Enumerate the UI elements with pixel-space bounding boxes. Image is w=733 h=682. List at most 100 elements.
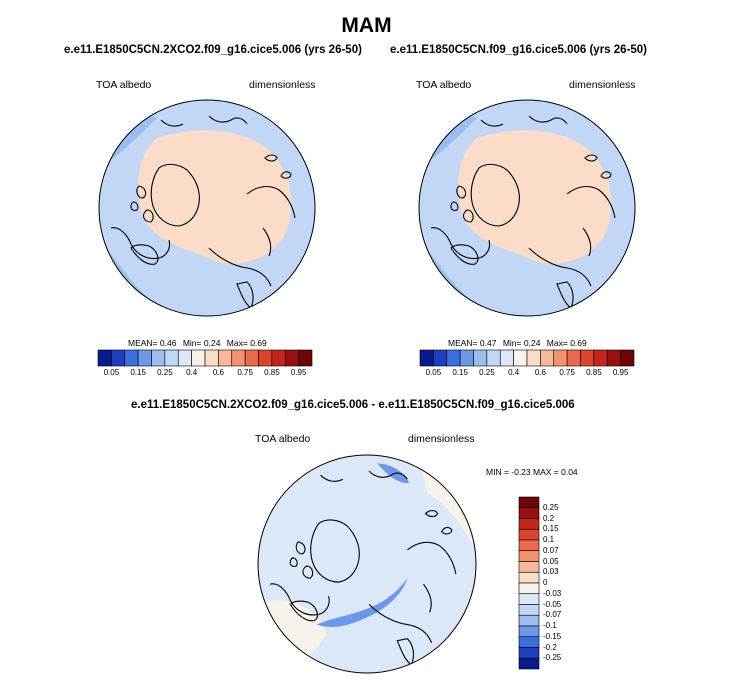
sea-ice-region: [458, 130, 612, 264]
coastline: [130, 201, 139, 211]
panel-1-min-value: 0.24: [203, 338, 221, 348]
coastline: [528, 115, 568, 125]
coastline: [584, 154, 598, 162]
colorbar-box: [518, 625, 540, 638]
colorbar-box: [218, 349, 233, 367]
colorbar-tick-label: -0.05: [543, 599, 562, 609]
coastline: [450, 244, 479, 265]
colorbar-box: [419, 349, 434, 367]
colorbar-tick-label: 0.07: [543, 545, 559, 555]
colorbar-box: [518, 657, 540, 670]
colorbar-box: [191, 349, 206, 367]
coastline: [528, 247, 592, 287]
coastline: [130, 244, 159, 265]
coastline: [246, 185, 296, 219]
colorbar-box: [137, 349, 152, 367]
colorbar-box: [486, 349, 501, 367]
coastline: [480, 119, 504, 127]
colorbar-box: [513, 349, 528, 367]
colorbar-box: [518, 528, 540, 541]
colorbar-box: [271, 349, 286, 367]
colorbar-box: [177, 349, 192, 367]
colorbar-box: [446, 349, 461, 367]
sea-ice-region: [138, 130, 292, 264]
panel-1-variable-label: TOA albedo: [96, 79, 152, 91]
colorbar-tick-label: 0.15: [543, 524, 559, 534]
panel-2-mean-value: 0.47: [479, 338, 497, 348]
coastline: [110, 227, 171, 260]
colorbar-box: [244, 349, 259, 367]
coastline: [264, 154, 278, 162]
colorbar-box: [499, 349, 514, 367]
colorbar-box: [606, 349, 621, 367]
colorbar-box: [518, 550, 540, 562]
coastline: [600, 171, 612, 179]
negative-diff-region: [377, 463, 410, 484]
panel-2-max-label: Max=: [546, 338, 568, 348]
colorbar-tick-label: 0.95: [290, 368, 307, 377]
panel-1-units-label: dimensionless: [249, 79, 316, 91]
colorbar-box: [473, 349, 488, 367]
colorbar-box: [518, 593, 540, 605]
colorbar-box: [566, 349, 581, 367]
panel-3-variable-label: TOA albedo: [255, 433, 311, 445]
panel-2-min-value: 0.24: [523, 338, 541, 348]
coastline: [450, 201, 459, 211]
coastline: [136, 185, 147, 199]
coastline: [150, 163, 200, 227]
coastline: [582, 227, 592, 257]
colorbar-box: [540, 349, 555, 367]
panel-3-colorbar: [518, 496, 540, 670]
panel-2-units-label: dimensionless: [569, 79, 636, 91]
coastline: [470, 163, 520, 227]
coastline: [566, 185, 616, 219]
colorbar-tick-label: 0.25: [157, 368, 173, 377]
colorbar-tick-label: -0.25: [543, 653, 562, 663]
panel-3-colorbar-ticks: 0.25 0.2 0.15 0.1 0.07 0.05 0.03 0 -0.03 -0.05 -0.…: [543, 497, 583, 669]
colorbar-tick-label: 0.95: [612, 368, 629, 377]
colorbar-box: [518, 636, 540, 648]
colorbar-tick-label: 0.75: [559, 368, 575, 377]
colorbar-box: [111, 349, 126, 367]
colorbar-tick-label: -0.1: [543, 621, 557, 630]
colorbar-box: [231, 349, 246, 367]
panel-3-subtitle: e.e11.E1850C5CN.2XCO2.f09_g16.cice5.006 …: [131, 399, 575, 411]
colorbar-box: [124, 349, 139, 367]
colorbar-tick-label: -0.07: [543, 610, 562, 620]
coastline: [142, 209, 154, 223]
colorbar-box: [518, 496, 540, 509]
colorbar-tick-label: -0.15: [543, 631, 562, 641]
colorbar-tick-label: 0.15: [452, 368, 468, 377]
colorbar-tick-label: 0.4: [508, 368, 520, 377]
negative-diff-region: [316, 578, 408, 627]
coastline: [310, 519, 360, 583]
colorbar-box: [518, 614, 540, 627]
map-border: [257, 454, 477, 674]
colorbar-tick-label: 0.85: [264, 368, 280, 377]
colorbar-box: [518, 507, 540, 519]
colorbar-tick-label: 0.05: [425, 368, 442, 377]
coastline: [430, 227, 491, 260]
colorbar-tick-label: -0.2: [543, 642, 557, 652]
colorbar-tick-label: 0.15: [130, 368, 146, 377]
coastline: [456, 185, 467, 199]
coastline: [368, 470, 408, 480]
colorbar-box: [518, 518, 540, 530]
panel-1-max-label: Max=: [226, 338, 248, 348]
panel-1-colorbar: [97, 349, 313, 367]
panel-3-units-label: dimensionless: [408, 433, 475, 445]
colorbar-box: [97, 349, 112, 367]
panel-1-colorbar-ticks: 0.05 0.15 0.25 0.4 0.6 0.75 0.85 0.95: [98, 368, 312, 380]
panel-2-max-value: 0.69: [570, 338, 587, 348]
colorbar-box: [518, 539, 540, 552]
coastline: [320, 474, 344, 482]
coastline: [424, 509, 439, 518]
panel-2-colorbar-ticks: 0.05 0.15 0.25 0.4 0.6 0.75 0.85 0.95: [420, 368, 634, 380]
colorbar-tick-label: 0.85: [586, 368, 602, 377]
panel-1-min-label: Min=: [182, 338, 202, 348]
colorbar-box: [518, 571, 540, 584]
coastline: [440, 526, 453, 535]
colorbar-box: [518, 604, 540, 616]
coastline: [280, 171, 292, 179]
panel-3-minmax: MIN = -0.23 MAX = 0.04: [486, 467, 578, 477]
